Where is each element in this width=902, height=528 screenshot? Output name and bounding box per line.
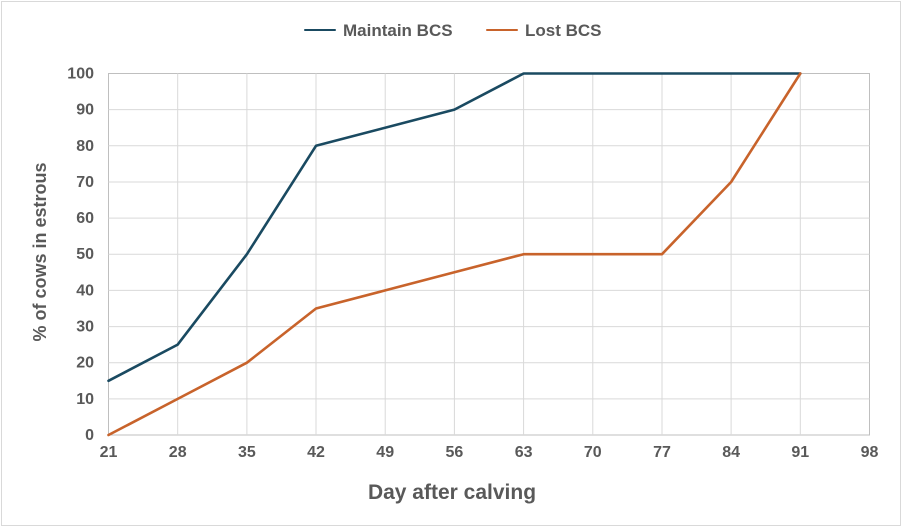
svg-text:70: 70 [76, 174, 94, 191]
svg-text:70: 70 [584, 444, 602, 461]
svg-text:98: 98 [861, 444, 879, 461]
svg-text:28: 28 [169, 444, 187, 461]
svg-text:0: 0 [85, 427, 94, 444]
svg-text:42: 42 [307, 444, 325, 461]
svg-text:50: 50 [76, 246, 94, 263]
svg-text:84: 84 [722, 444, 740, 461]
svg-text:80: 80 [76, 138, 94, 155]
svg-text:60: 60 [76, 210, 94, 227]
svg-text:49: 49 [376, 444, 394, 461]
svg-text:63: 63 [515, 444, 533, 461]
svg-text:10: 10 [76, 391, 94, 408]
svg-text:40: 40 [76, 282, 94, 299]
svg-text:20: 20 [76, 355, 94, 372]
svg-text:21: 21 [100, 444, 118, 461]
svg-text:91: 91 [791, 444, 809, 461]
svg-text:35: 35 [238, 444, 256, 461]
svg-text:100: 100 [67, 66, 94, 83]
svg-text:77: 77 [653, 444, 671, 461]
svg-text:56: 56 [446, 444, 464, 461]
svg-text:90: 90 [76, 102, 94, 119]
svg-text:30: 30 [76, 319, 94, 336]
